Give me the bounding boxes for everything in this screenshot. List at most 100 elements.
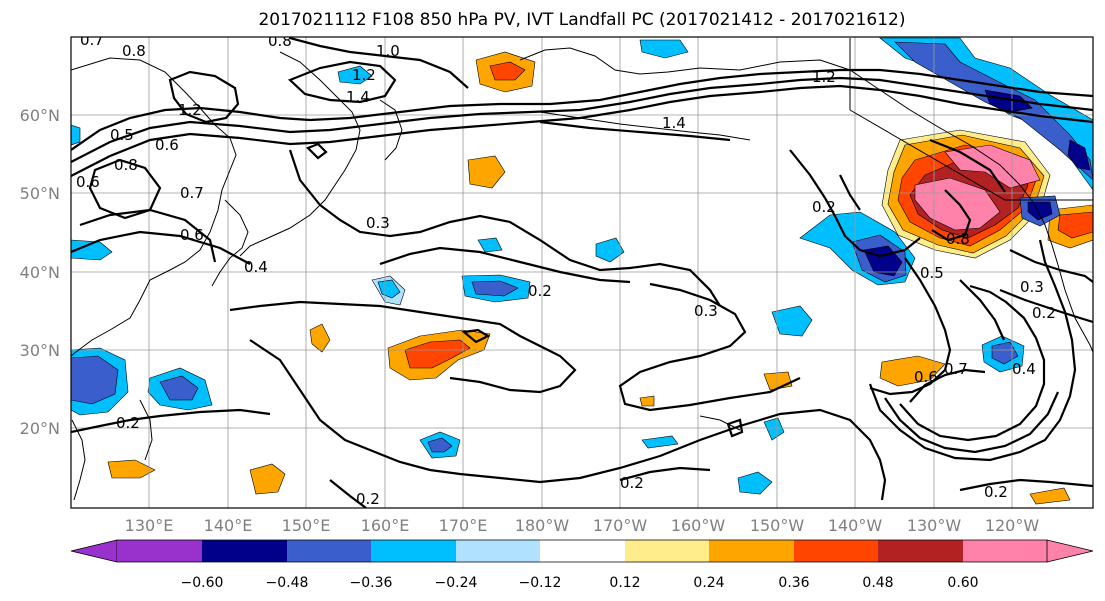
lon-label: 170°W xyxy=(593,516,648,535)
lon-label: 170°E xyxy=(439,516,488,535)
positive-anomaly-13n-120w xyxy=(1029,487,1071,505)
colorbar: −0.60 −0.48 −0.36 −0.24 −0.12 0.12 0.24 … xyxy=(70,539,1094,591)
negative-anomaly-18n-170w xyxy=(641,435,679,449)
lon-label: 140°E xyxy=(204,516,253,535)
positive-anomaly-62n-170e-core xyxy=(489,61,526,81)
contour-label: 0.2 xyxy=(528,282,552,300)
negative-anomaly-bering xyxy=(639,39,689,59)
colorbar-max-extension xyxy=(1046,539,1094,563)
negative-anomaly-alaska-core xyxy=(894,41,1093,181)
colorbar-segment xyxy=(709,540,794,562)
negative-anomaly-west-edge xyxy=(71,124,81,146)
latitude-labels: 60°N 50°N 40°N 30°N 20°N xyxy=(20,106,60,438)
map-panel: 0.7 0.8 0.8 1.0 1.2 1.2 1.4 0.5 0.6 0.8 … xyxy=(70,31,1094,509)
negative-anomaly-30n-125w-core xyxy=(991,341,1019,365)
colorbar-tick-label: −0.36 xyxy=(350,575,393,591)
colorbar-outline xyxy=(117,539,1047,563)
contour-label: 0.2 xyxy=(116,414,140,432)
colorbar-segment xyxy=(456,540,540,562)
lon-label: 180°W xyxy=(515,516,570,535)
colorbar-segment xyxy=(117,540,202,562)
contour-label: 0.6 xyxy=(914,368,938,386)
lon-label: 140°W xyxy=(828,516,883,535)
contour-label: 0.7 xyxy=(180,184,204,202)
lat-label: 60°N xyxy=(20,106,60,125)
colorbar-min-extension xyxy=(70,539,118,563)
contour-label: 0.8 xyxy=(122,42,146,60)
contour-label: 0.7 xyxy=(944,360,968,378)
colorbar-segment xyxy=(540,540,625,562)
negative-anomaly-alaska-deep xyxy=(984,89,1033,113)
longitude-labels: 130°E 140°E 150°E 160°E 170°E 180°W 170°… xyxy=(125,516,1040,535)
negative-anomaly-okhotsk xyxy=(337,65,373,85)
colorbar-segment xyxy=(202,540,287,562)
negative-anomaly-western-2-core xyxy=(159,375,199,401)
figure-title: 2017021112 F108 850 hPa PV, IVT Landfall… xyxy=(258,10,905,30)
colorbar-tick-label: −0.24 xyxy=(435,575,478,591)
negative-anomaly-16n-150w xyxy=(737,471,773,495)
contour-label: 0.3 xyxy=(1020,278,1044,296)
colorbar-tick-label: 0.36 xyxy=(778,575,809,591)
contour-label: 1.4 xyxy=(346,88,370,106)
contour-label: 0.2 xyxy=(356,490,380,508)
contour-label: 0.5 xyxy=(920,264,944,282)
contour-label: 0.4 xyxy=(244,258,268,276)
lon-label: 160°E xyxy=(361,516,410,535)
positive-anomaly-20n-160w xyxy=(639,395,655,407)
positive-anomaly-50n-170e xyxy=(467,155,506,189)
shaded-field xyxy=(71,37,1093,505)
lon-label: 130°E xyxy=(125,516,174,535)
colorbar-tick-label: 0.12 xyxy=(609,575,640,591)
colorbar-segment xyxy=(625,540,709,562)
contour-label: 0.4 xyxy=(1012,360,1036,378)
lon-label: 150°W xyxy=(750,516,805,535)
positive-anomaly-30n-150e xyxy=(309,323,331,353)
contour-label: 0.8 xyxy=(114,156,138,174)
colorbar-segment xyxy=(963,540,1047,562)
contour-labels: 0.7 0.8 0.8 1.0 1.2 1.2 1.4 0.5 0.6 0.8 … xyxy=(76,31,1056,508)
contour-label: 0.6 xyxy=(76,173,100,191)
lon-label: 130°W xyxy=(907,516,962,535)
negative-anomaly-pnw-small-core xyxy=(1027,201,1053,221)
colorbar-tick-label: 0.24 xyxy=(693,575,724,591)
colorbar-tick-label: −0.60 xyxy=(181,575,224,591)
contour-label: 0.6 xyxy=(180,226,204,244)
colorbar-segment xyxy=(794,540,878,562)
contour-label: 1.2 xyxy=(352,66,376,84)
positive-anomaly-30n-170e-core xyxy=(404,339,471,369)
negative-anomaly-33n-150w xyxy=(771,305,813,337)
positive-anomaly-15n-130e xyxy=(107,459,156,479)
negative-anomaly-40n-175e xyxy=(477,237,503,253)
contour-label: 0.3 xyxy=(366,214,390,232)
lat-label: 30°N xyxy=(20,341,60,360)
positive-anomaly-30n-140w xyxy=(879,355,946,387)
negative-anomaly-bc-deep xyxy=(1067,139,1091,171)
lat-label: 20°N xyxy=(20,419,60,438)
colorbar-segment xyxy=(878,540,963,562)
colorbar-segment xyxy=(371,540,456,562)
contour-label: 0.2 xyxy=(984,483,1008,501)
contour-label: 0.8 xyxy=(268,32,292,50)
pv-contours xyxy=(71,37,1093,508)
colorbar-tick-label: −0.12 xyxy=(519,575,562,591)
negative-anomaly-20n-150w xyxy=(763,417,785,441)
lat-label: 50°N xyxy=(20,184,60,203)
lon-label: 150°E xyxy=(282,516,331,535)
contour-label: 0.7 xyxy=(80,31,104,49)
contour-label: 0.2 xyxy=(1032,304,1056,322)
contour-label: 0.2 xyxy=(620,474,644,492)
colorbar-tick-label: −0.48 xyxy=(266,575,309,591)
positive-anomaly-california-core xyxy=(1057,211,1093,239)
lat-label: 40°N xyxy=(20,263,60,282)
coastlines xyxy=(71,38,1093,501)
map-frame xyxy=(70,36,1094,509)
colorbar-tick-label: 0.60 xyxy=(947,575,978,591)
negative-anomaly-37n-170e-core xyxy=(471,280,519,297)
colorbar-segment xyxy=(287,540,371,562)
contour-label: 1.2 xyxy=(812,68,836,86)
negative-anomaly-40n-165w xyxy=(595,237,625,263)
map-background xyxy=(71,37,1093,508)
lon-label: 120°W xyxy=(985,516,1040,535)
grid-lines xyxy=(71,37,1093,508)
